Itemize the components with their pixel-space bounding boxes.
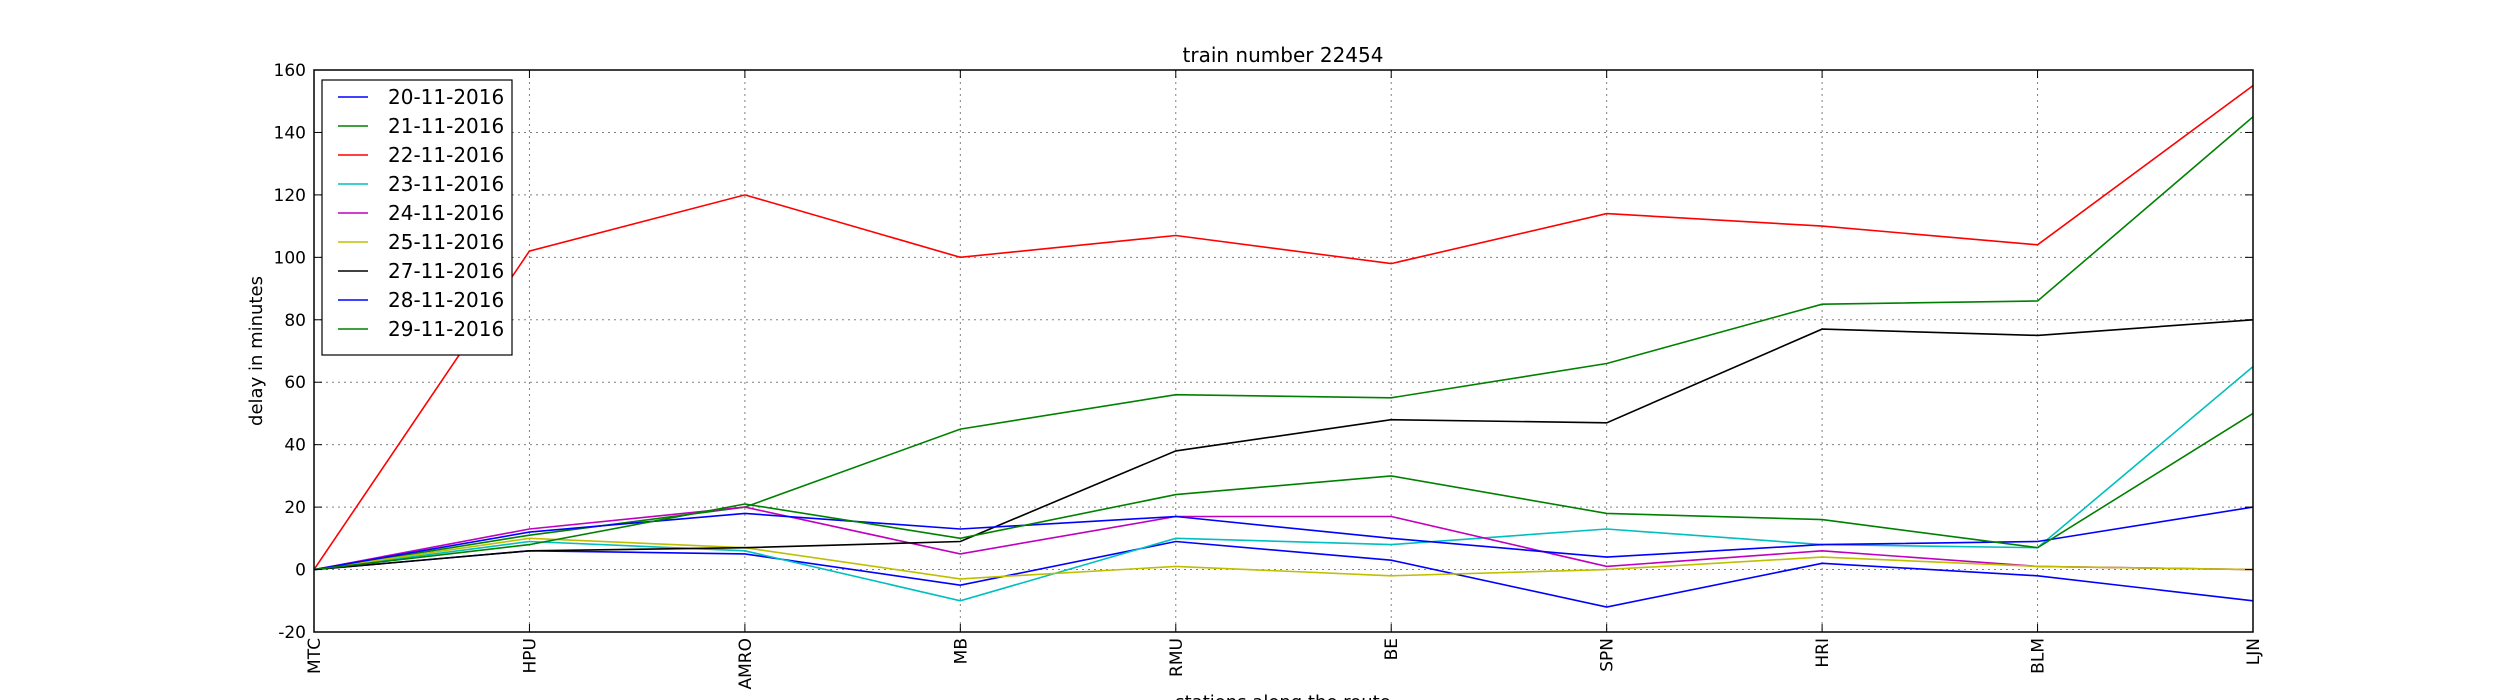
- y-tick-label: 100: [274, 248, 306, 268]
- y-tick-label: 160: [274, 61, 306, 81]
- x-tick-label: AMRO: [736, 638, 756, 690]
- x-tick-label: HRI: [1813, 638, 1833, 668]
- x-tick-label: RMU: [1167, 638, 1187, 677]
- series-line-23-11-2016: [313, 365, 2254, 602]
- legend-label: 28-11-2016: [388, 288, 504, 312]
- x-axis-label: stations along the route: [1175, 692, 1390, 700]
- x-tick-label: HPU: [520, 638, 540, 673]
- x-tick-label: MTC: [305, 638, 325, 674]
- series-line-29-11-2016: [313, 412, 2254, 571]
- y-tick-label: -20: [278, 623, 306, 643]
- chart-title: train number 22454: [1183, 43, 1384, 67]
- series-lines: [313, 84, 2254, 608]
- x-tick-label: SPN: [1598, 638, 1618, 672]
- series-line-21-11-2016: [313, 116, 2254, 571]
- legend-label: 20-11-2016: [388, 85, 504, 109]
- y-tick-label: 40: [284, 436, 306, 456]
- legend-label: 21-11-2016: [388, 114, 504, 138]
- plot-frame: [313, 69, 2254, 633]
- legend-label: 29-11-2016: [388, 317, 504, 341]
- y-axis-label: delay in minutes: [246, 276, 267, 426]
- x-tick-label: BLM: [2029, 638, 2049, 674]
- legend-label: 24-11-2016: [388, 201, 504, 225]
- series-line-20-11-2016: [313, 540, 2254, 608]
- y-tick-label: 80: [284, 311, 306, 331]
- x-tick-label: MB: [951, 638, 971, 664]
- series-line-22-11-2016: [313, 84, 2254, 571]
- series-line-28-11-2016: [313, 506, 2254, 571]
- grid-lines: [313, 69, 2254, 633]
- axis-ticks: -20 0 20 40 60 80 100 120 140 160 MTC HPU AMRO MB RMU B…: [274, 61, 2264, 690]
- legend-label: 22-11-2016: [388, 143, 504, 167]
- y-tick-label: 60: [284, 373, 306, 393]
- y-tick-label: 120: [274, 186, 306, 206]
- y-tick-label: 140: [274, 123, 306, 143]
- x-tick-label: LJN: [2244, 638, 2264, 665]
- legend: 20-11-2016 21-11-2016 22-11-2016 23-11-2016…: [321, 79, 513, 356]
- legend-label: 25-11-2016: [388, 230, 504, 254]
- legend-label: 27-11-2016: [388, 259, 504, 283]
- legend-label: 23-11-2016: [388, 172, 504, 196]
- series-line-27-11-2016: [313, 319, 2254, 571]
- x-tick-label: BE: [1382, 638, 1402, 660]
- y-tick-label: 20: [284, 498, 306, 518]
- series-line-24-11-2016: [313, 506, 2254, 571]
- series-line-25-11-2016: [313, 537, 2254, 580]
- y-tick-label: 0: [295, 561, 306, 581]
